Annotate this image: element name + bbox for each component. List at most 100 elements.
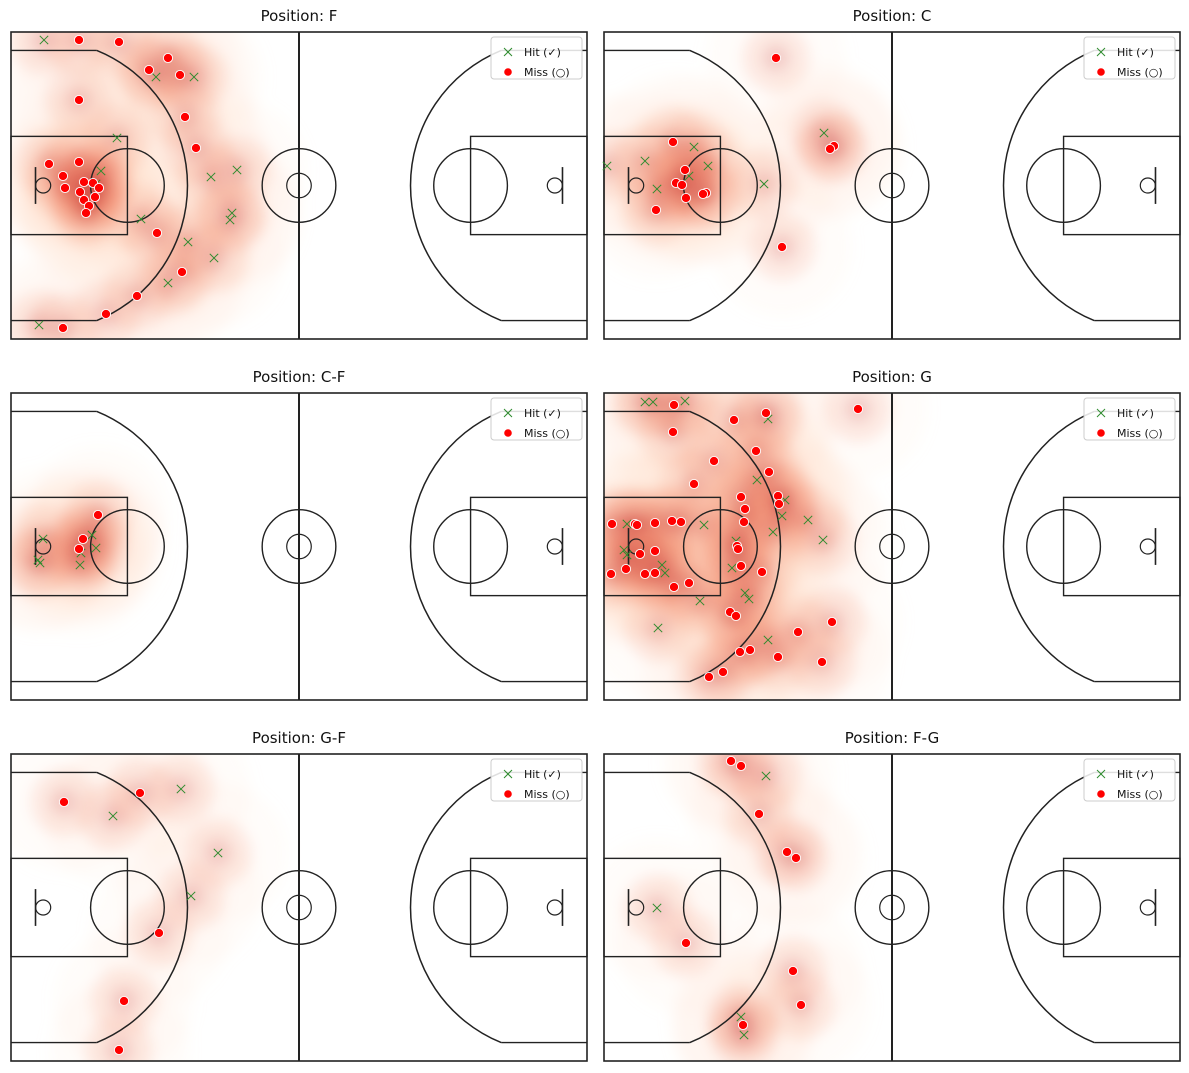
panel-title: Position: G-F <box>252 729 346 747</box>
legend-hit-label: Hit (✓) <box>524 768 561 781</box>
miss-marker <box>679 164 691 176</box>
miss-marker <box>703 671 715 683</box>
miss-marker <box>134 787 146 799</box>
hit-marker <box>206 172 216 182</box>
court-lines <box>10 31 588 340</box>
miss-marker <box>708 455 720 467</box>
miss-marker <box>649 517 661 529</box>
miss-marker <box>77 533 89 545</box>
miss-marker <box>59 182 71 194</box>
hit-marker <box>622 550 632 560</box>
legend-miss-marker <box>503 67 513 77</box>
hit-marker <box>803 515 813 525</box>
hit-marker <box>699 520 709 530</box>
miss-marker <box>174 69 186 81</box>
panel-title: Position: F <box>260 7 338 25</box>
legend-miss-label: Miss (○) <box>1117 66 1163 79</box>
hit-marker <box>35 558 45 568</box>
miss-marker <box>89 191 101 203</box>
hit-marker <box>112 133 122 143</box>
legend-miss-label: Miss (○) <box>524 66 570 79</box>
legend-hit-marker <box>503 408 513 418</box>
hit-marker <box>183 237 193 247</box>
hit-marker <box>96 166 106 176</box>
legend-miss-marker <box>503 428 513 438</box>
miss-marker <box>792 626 804 638</box>
legend-miss-label: Miss (○) <box>1117 427 1163 440</box>
panel-4: Hit (✓) Miss (○) <box>603 392 1181 701</box>
miss-marker <box>732 543 744 555</box>
miss-marker <box>760 407 772 419</box>
hit-marker <box>622 519 632 529</box>
hit-marker <box>213 848 223 858</box>
miss-marker <box>680 192 692 204</box>
hit-marker <box>761 771 771 781</box>
hit-marker <box>819 128 829 138</box>
legend: Hit (✓) Miss (○) <box>490 758 583 802</box>
hit-marker <box>34 320 44 330</box>
hit-marker <box>75 560 85 570</box>
hit-marker <box>744 594 754 604</box>
court-lines <box>603 753 1181 1062</box>
hit-marker <box>740 588 750 598</box>
miss-marker <box>639 568 651 580</box>
miss-marker <box>753 808 765 820</box>
hit-marker <box>232 165 242 175</box>
miss-marker <box>606 518 618 530</box>
hit-marker <box>689 142 699 152</box>
legend-miss-marker <box>1096 789 1106 799</box>
miss-marker <box>680 937 692 949</box>
miss-marker <box>852 403 864 415</box>
panel-1: Hit (✓) Miss (○) <box>10 31 588 340</box>
miss-marker <box>162 52 174 64</box>
miss-marker <box>756 566 768 578</box>
hit-marker <box>176 784 186 794</box>
hit-marker <box>602 161 612 171</box>
legend-hit-label: Hit (✓) <box>1117 768 1154 781</box>
miss-marker <box>683 577 695 589</box>
miss-marker <box>57 170 69 182</box>
miss-marker <box>688 478 700 490</box>
miss-marker <box>143 64 155 76</box>
miss-marker <box>717 666 729 678</box>
miss-marker <box>153 927 165 939</box>
miss-marker <box>634 548 646 560</box>
miss-marker <box>728 414 740 426</box>
miss-marker <box>668 581 680 593</box>
hit-marker <box>136 214 146 224</box>
legend-hit-marker <box>1096 408 1106 418</box>
miss-marker <box>131 290 143 302</box>
miss-marker <box>744 644 756 656</box>
legend: Hit (✓) Miss (○) <box>1083 397 1176 441</box>
hit-marker <box>648 397 658 407</box>
miss-marker <box>73 156 85 168</box>
hit-marker <box>186 891 196 901</box>
miss-marker <box>795 999 807 1011</box>
legend-miss-label: Miss (○) <box>524 427 570 440</box>
miss-marker <box>620 563 632 575</box>
legend: Hit (✓) Miss (○) <box>490 36 583 80</box>
miss-marker <box>190 142 202 154</box>
hit-marker <box>763 635 773 645</box>
miss-marker <box>676 179 688 191</box>
hit-marker <box>225 215 235 225</box>
hit-marker <box>818 535 828 545</box>
hit-marker <box>777 511 787 521</box>
panel-title: Position: G <box>852 368 932 386</box>
hit-marker <box>660 568 670 578</box>
hit-marker <box>653 623 663 633</box>
miss-marker <box>113 1044 125 1056</box>
miss-marker <box>118 995 130 1007</box>
court-lines <box>603 392 1181 701</box>
hit-marker <box>640 397 650 407</box>
hit-marker <box>736 1012 746 1022</box>
miss-marker <box>73 94 85 106</box>
legend-hit-label: Hit (✓) <box>524 407 561 420</box>
hit-marker <box>652 184 662 194</box>
hit-marker <box>38 534 48 544</box>
miss-marker <box>176 266 188 278</box>
panel-title: Position: F-G <box>844 729 940 747</box>
miss-marker <box>737 1019 749 1031</box>
miss-marker <box>73 543 85 555</box>
